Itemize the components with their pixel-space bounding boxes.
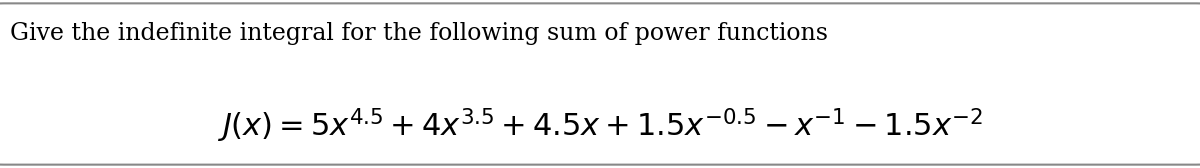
Text: $J(x) = 5x^{4.5} + 4x^{3.5} + 4.5x + 1.5x^{-0.5} - x^{-1} - 1.5x^{-2}$: $J(x) = 5x^{4.5} + 4x^{3.5} + 4.5x + 1.5… [217, 107, 983, 145]
Text: Give the indefinite integral for the following sum of power functions: Give the indefinite integral for the fol… [10, 22, 828, 45]
